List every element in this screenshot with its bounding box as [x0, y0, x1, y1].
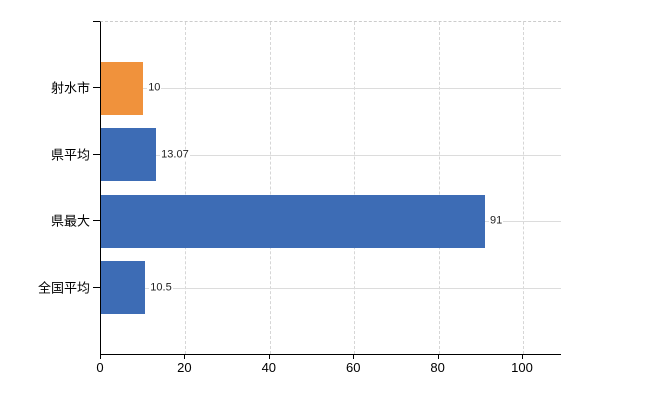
plot-area: 10 13.07 91 10.5 [100, 21, 561, 355]
horizontal-gridline [101, 287, 561, 289]
x-tick-label: 20 [177, 360, 192, 375]
y-axis-tick [93, 153, 100, 155]
value-label: 13.07 [160, 148, 190, 161]
vertical-gridline [438, 22, 440, 354]
category-label: 県平均 [50, 147, 90, 163]
vertical-gridline [523, 22, 525, 354]
x-axis-tick [522, 354, 524, 359]
bar-射水市 [101, 61, 144, 115]
y-axis-tick [93, 220, 100, 222]
horizontal-gridline [101, 88, 561, 90]
x-axis-tick [184, 354, 186, 359]
y-axis-tick [93, 286, 100, 288]
x-axis-tick [353, 354, 355, 359]
x-tick-label: 40 [261, 360, 277, 375]
horizontal-gridline [101, 154, 561, 156]
bar-県平均 [101, 128, 157, 182]
y-axis-tick [93, 87, 100, 89]
x-tick-label: 0 [96, 360, 104, 375]
bar-全国平均 [101, 261, 146, 315]
x-tick-label: 100 [511, 360, 533, 375]
value-label: 10 [147, 81, 162, 94]
x-axis-tick [437, 354, 439, 359]
value-label: 91 [489, 214, 504, 227]
vertical-gridline [269, 22, 271, 354]
value-label: 10.5 [149, 281, 173, 294]
x-tick-label: 60 [345, 360, 361, 375]
x-axis-tick [100, 354, 101, 359]
x-axis-tick [268, 354, 270, 359]
category-label: 県最大 [50, 213, 90, 229]
category-label: 射水市 [50, 80, 90, 96]
vertical-gridline [354, 22, 356, 354]
x-tick-label: 80 [430, 360, 445, 375]
bar-県最大 [101, 194, 486, 248]
vertical-gridline [185, 22, 187, 354]
y-axis-end-tick [93, 21, 100, 22]
category-label: 全国平均 [37, 280, 90, 296]
